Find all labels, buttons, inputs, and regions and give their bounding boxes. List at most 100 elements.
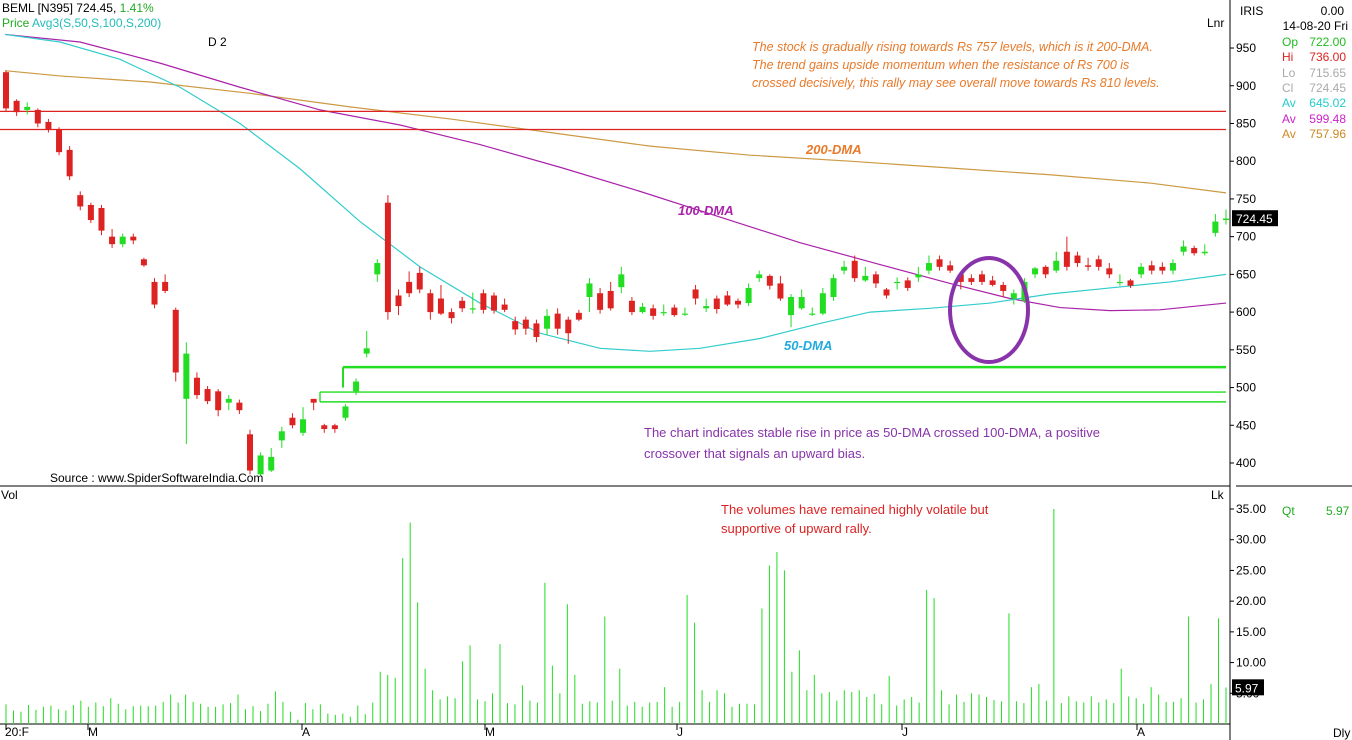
candle-body: [24, 106, 31, 110]
volume-tick-label: 35.00: [1236, 502, 1266, 516]
candle-body: [713, 298, 720, 310]
candle-body: [989, 280, 996, 285]
candle-body: [448, 312, 455, 319]
info-value: 715.65: [1309, 65, 1346, 80]
candle-body: [289, 417, 296, 426]
info-key: Hi: [1282, 50, 1294, 65]
info-value: 736.00: [1309, 50, 1346, 65]
vol-note-line-2: supportive of upward rally.: [721, 521, 872, 536]
top-note-line-1: The stock is gradually rising towards Rs…: [752, 40, 1153, 54]
volume-tick-label: 30.00: [1236, 533, 1266, 547]
info-row: Av 599.48: [1238, 112, 1352, 127]
volume-scale-mode: Lk: [1211, 488, 1224, 502]
candle-body: [183, 353, 190, 399]
x-tick-label: J: [902, 725, 908, 739]
candle-body: [788, 297, 795, 316]
volume-label: Vol: [1, 488, 18, 502]
scale-mode: Lnr: [1207, 16, 1225, 30]
price-tick-label: 550: [1236, 343, 1256, 357]
candle-body: [300, 419, 307, 433]
candle-body: [915, 274, 922, 278]
candle-body: [947, 265, 954, 271]
info-key: Lo: [1282, 65, 1296, 80]
candle-body: [957, 274, 964, 282]
info-row: Cl 724.45: [1238, 81, 1352, 96]
source-label: Source : www.SpiderSoftwareIndia.Com: [50, 471, 264, 485]
candle-body: [3, 72, 9, 109]
candle-body: [34, 109, 41, 124]
candle-body: [353, 381, 360, 392]
candle-body: [395, 295, 402, 307]
candle-body: [544, 315, 551, 329]
volume-tick-label: 20.00: [1236, 594, 1266, 608]
candle-body: [491, 295, 497, 311]
candle-body: [469, 308, 476, 310]
candle-body: [979, 274, 985, 282]
candle-body: [830, 278, 837, 298]
candle-body: [1180, 246, 1187, 252]
candle-body: [1106, 268, 1113, 275]
candle-body: [140, 259, 147, 266]
candle-body: [756, 274, 763, 279]
candle-body: [87, 204, 94, 221]
candle-body: [480, 293, 487, 310]
x-tick-label: A: [302, 725, 310, 739]
candle-body: [172, 309, 179, 373]
candle-body: [384, 202, 391, 313]
candle-body: [671, 307, 678, 316]
candle-body: [416, 272, 423, 290]
candle-body: [247, 434, 253, 471]
candle-body: [1095, 259, 1102, 267]
price-label: Price: [2, 16, 30, 30]
header-indicator-line: Price Avg3(S,50,S,100,S,200): [2, 16, 161, 30]
candle-body: [1148, 265, 1155, 271]
candle-body: [13, 100, 20, 113]
candle-body: [342, 406, 349, 418]
info-value: 757.96: [1309, 127, 1346, 142]
candle-body: [533, 323, 540, 337]
avg-label: Avg3(S,50,S,100,S,200): [32, 16, 162, 30]
candle-body: [1053, 260, 1060, 271]
candle-body: [841, 266, 848, 271]
candle-body: [692, 289, 699, 299]
candle-body: [628, 300, 635, 313]
price-tick-label: 700: [1236, 230, 1256, 244]
candle-body: [1138, 266, 1145, 275]
header-symbol-line: BEML [N395] 724.45, 1.41%: [2, 1, 154, 15]
info-value: 599.48: [1309, 111, 1346, 126]
candle-body: [1212, 221, 1219, 233]
candle-body: [193, 377, 200, 396]
volume-tick-label: 15.00: [1236, 625, 1266, 639]
info-key: Av: [1282, 127, 1296, 142]
info-row: Av 757.96: [1238, 127, 1352, 142]
info-key: Av: [1282, 96, 1296, 111]
info-row: Hi 736.00: [1238, 50, 1352, 65]
candle-body: [660, 312, 667, 314]
candle-body: [1010, 293, 1017, 299]
dma50-label: 50-DMA: [784, 338, 833, 353]
x-tick-label: M: [485, 725, 495, 739]
candle-body: [268, 456, 275, 471]
candle-body: [225, 398, 232, 403]
candle-body: [766, 275, 773, 286]
candle-body: [1085, 265, 1092, 267]
volume-annotation: The volumes have remained highly volatil…: [721, 500, 988, 538]
candle-body: [809, 313, 816, 315]
top-note-line-3: crossed decisively, this rally may see o…: [752, 76, 1160, 90]
candle-body: [1159, 266, 1166, 271]
candle-body: [862, 275, 869, 281]
candle-body: [204, 389, 211, 402]
candle-body: [406, 281, 413, 294]
candle-body: [586, 283, 593, 298]
volume-tick-label: 25.00: [1236, 563, 1266, 577]
candle-body: [565, 319, 572, 334]
candle-body: [554, 313, 561, 329]
dma200-label: 200-DMA: [806, 142, 862, 157]
change-percent: 1.41%: [119, 1, 154, 15]
candle-body: [374, 263, 381, 275]
price-tick-label: 400: [1236, 456, 1256, 470]
candle-body: [119, 236, 126, 245]
last-price: 724.45,: [76, 1, 117, 15]
candle-body: [363, 348, 370, 354]
